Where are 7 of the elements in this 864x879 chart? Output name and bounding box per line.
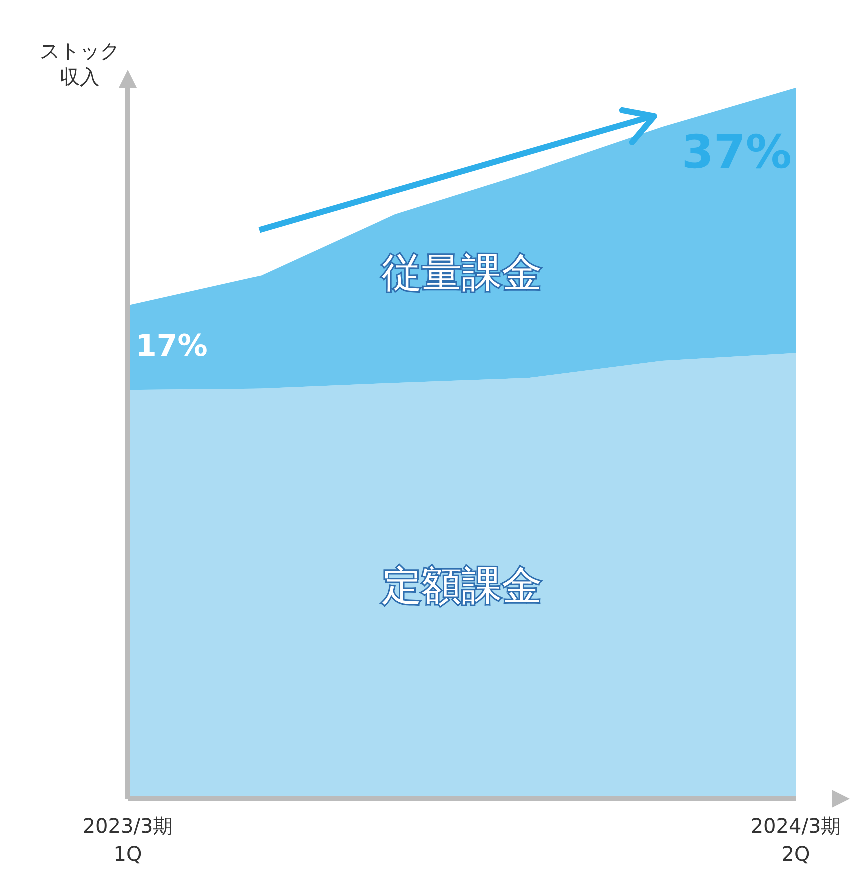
annotation: 37% (682, 125, 792, 179)
x-tick-label: 2023/3期 1Q (82, 814, 174, 866)
x-tick-label: 2024/3期 2Q (750, 814, 842, 866)
series-label: 従量課金 (382, 250, 542, 296)
annotation: 17% (136, 329, 208, 364)
y-axis-title: ストック収入 (40, 39, 120, 89)
series-label: 定額課金 (382, 563, 542, 610)
